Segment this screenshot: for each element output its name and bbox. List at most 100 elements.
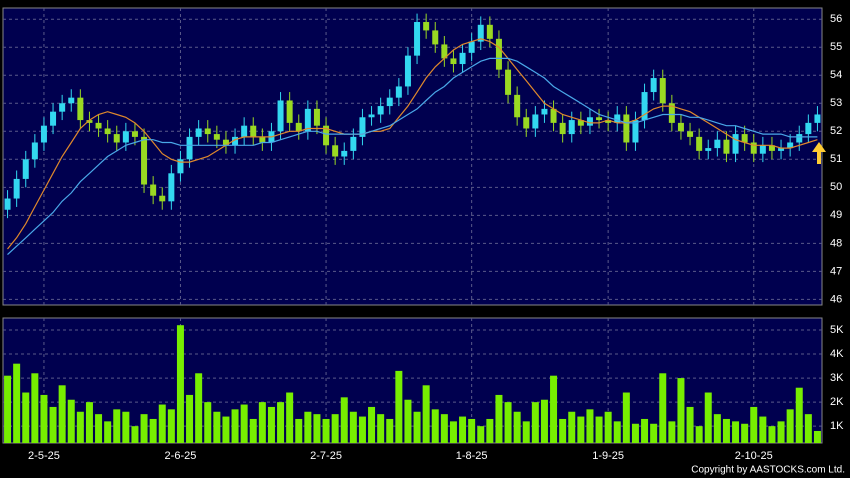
volume-bar xyxy=(422,385,430,443)
volume-bar xyxy=(4,375,12,443)
y-tick-label: 2K xyxy=(830,396,844,408)
volume-bar xyxy=(131,426,139,443)
x-tick-label: 1-9-25 xyxy=(592,450,624,462)
volume-bar xyxy=(804,414,812,443)
candle-body xyxy=(668,103,675,123)
volume-bar xyxy=(67,399,75,443)
volume-bar xyxy=(650,423,658,443)
candle-body xyxy=(22,159,29,179)
volume-bar xyxy=(777,421,785,443)
y-tick-label: 51 xyxy=(830,153,842,165)
volume-bar xyxy=(158,404,166,443)
candle-body xyxy=(404,55,411,87)
candle-body xyxy=(414,22,421,56)
candle-body xyxy=(113,134,120,143)
y-tick-label: 52 xyxy=(830,125,842,137)
volume-bar xyxy=(741,423,749,443)
volume-bar xyxy=(604,411,612,443)
volume-bar xyxy=(659,373,667,443)
volume-bar xyxy=(40,394,48,443)
candle-body xyxy=(313,108,320,126)
volume-bar xyxy=(568,411,576,443)
candle-body xyxy=(186,136,193,160)
volume-bar xyxy=(122,411,130,443)
candle-body xyxy=(204,128,211,135)
volume-panel xyxy=(2,317,823,444)
moving-average-line xyxy=(7,38,818,250)
volume-bar xyxy=(713,414,721,443)
volume-bar xyxy=(76,411,84,443)
volume-bar xyxy=(340,397,348,443)
y-tick-label: 56 xyxy=(830,13,842,25)
volume-bar xyxy=(750,406,758,443)
candle-body xyxy=(696,136,703,151)
volume-bar xyxy=(176,325,184,443)
volume-bar xyxy=(513,411,521,443)
volume-bar xyxy=(768,426,776,443)
y-tick-label: 53 xyxy=(830,97,842,109)
volume-bar xyxy=(449,421,457,443)
candle-body xyxy=(523,117,530,129)
candle-body xyxy=(559,122,566,135)
candle-body xyxy=(368,114,375,118)
candle-body xyxy=(705,148,712,151)
candle-body xyxy=(495,38,502,70)
y-tick-label: 54 xyxy=(830,69,842,81)
candle-body xyxy=(514,94,521,118)
y-tick-label: 1K xyxy=(830,420,844,432)
candle-body xyxy=(477,24,484,42)
candle-body xyxy=(768,145,775,151)
volume-bar xyxy=(732,421,740,443)
candle-body xyxy=(714,139,721,149)
candle-body xyxy=(596,117,603,121)
volume-bar xyxy=(686,406,694,443)
volume-bar xyxy=(13,363,21,443)
candle-body xyxy=(805,122,812,135)
candle-body xyxy=(131,131,138,137)
candle-body xyxy=(50,111,57,126)
volume-bar xyxy=(213,411,221,443)
candle-body xyxy=(250,125,257,137)
volume-bar xyxy=(149,418,157,443)
candle-body xyxy=(650,78,657,93)
candle-body xyxy=(323,125,330,146)
volume-bar xyxy=(540,399,548,443)
volume-bar xyxy=(631,423,639,443)
candle-body xyxy=(104,128,111,135)
volume-bar xyxy=(49,406,57,443)
candle-body xyxy=(741,134,748,143)
volume-bar xyxy=(167,409,175,443)
volume-bar xyxy=(258,402,266,443)
candle-body xyxy=(359,117,366,137)
y-tick-label: 50 xyxy=(830,181,842,193)
candle-body xyxy=(614,114,621,123)
candle-body xyxy=(550,108,557,123)
volume-bar xyxy=(431,409,439,443)
volume-bar xyxy=(22,392,30,443)
candle-body xyxy=(450,58,457,65)
candle-body xyxy=(468,41,475,53)
candle-body xyxy=(159,195,166,202)
candle-body xyxy=(732,134,739,154)
volume-bar xyxy=(249,418,257,443)
y-tick-label: 4K xyxy=(830,348,844,360)
volume-bar xyxy=(58,385,66,443)
moving-average-line xyxy=(7,57,818,256)
candle-body xyxy=(77,97,84,121)
volume-bar xyxy=(550,375,558,443)
volume-bar xyxy=(795,387,803,443)
candle-body xyxy=(423,22,430,31)
volume-bar xyxy=(395,370,403,443)
volume-bar xyxy=(286,392,294,443)
candle-body xyxy=(86,120,93,123)
volume-bar xyxy=(358,416,366,443)
candle-body xyxy=(259,136,266,143)
candle-body xyxy=(787,142,794,149)
candle-body xyxy=(222,139,229,146)
volume-bar xyxy=(377,414,385,443)
volume-bar xyxy=(186,394,194,443)
y-tick-label: 47 xyxy=(830,265,842,277)
candle-body xyxy=(750,142,757,154)
volume-bar xyxy=(386,418,394,443)
